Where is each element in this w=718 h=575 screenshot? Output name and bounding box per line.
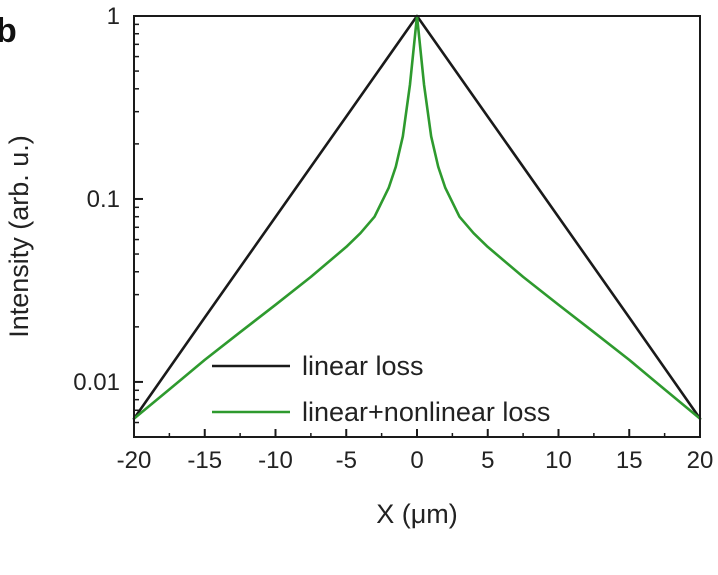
x-tick-label: -15 bbox=[187, 447, 222, 474]
legend: linear loss linear+nonlinear loss bbox=[212, 351, 550, 427]
legend-label-linear-loss: linear loss bbox=[302, 351, 424, 381]
x-axis-title: X (μm) bbox=[376, 499, 458, 529]
y-tick-label: 0.01 bbox=[73, 369, 120, 396]
x-tick-label: 10 bbox=[545, 447, 572, 474]
x-tick-label: -20 bbox=[117, 447, 152, 474]
panel-label: b bbox=[0, 12, 17, 50]
x-axis: -20 -15 -10 -5 0 5 10 15 20 bbox=[117, 429, 714, 474]
y-axis: 0.01 0.1 1 bbox=[73, 3, 143, 438]
x-tick-label: 20 bbox=[687, 447, 714, 474]
y-tick-label: 0.1 bbox=[87, 186, 120, 213]
x-tick-label: -5 bbox=[336, 447, 357, 474]
legend-label-linear-nonlinear-loss: linear+nonlinear loss bbox=[302, 397, 550, 427]
y-axis-title: Intensity (arb. u.) bbox=[4, 135, 34, 338]
y-tick-label: 1 bbox=[107, 3, 120, 30]
x-tick-label: 5 bbox=[481, 447, 494, 474]
x-tick-label: -10 bbox=[258, 447, 293, 474]
x-tick-label: 0 bbox=[410, 447, 423, 474]
x-tick-label: 15 bbox=[616, 447, 643, 474]
